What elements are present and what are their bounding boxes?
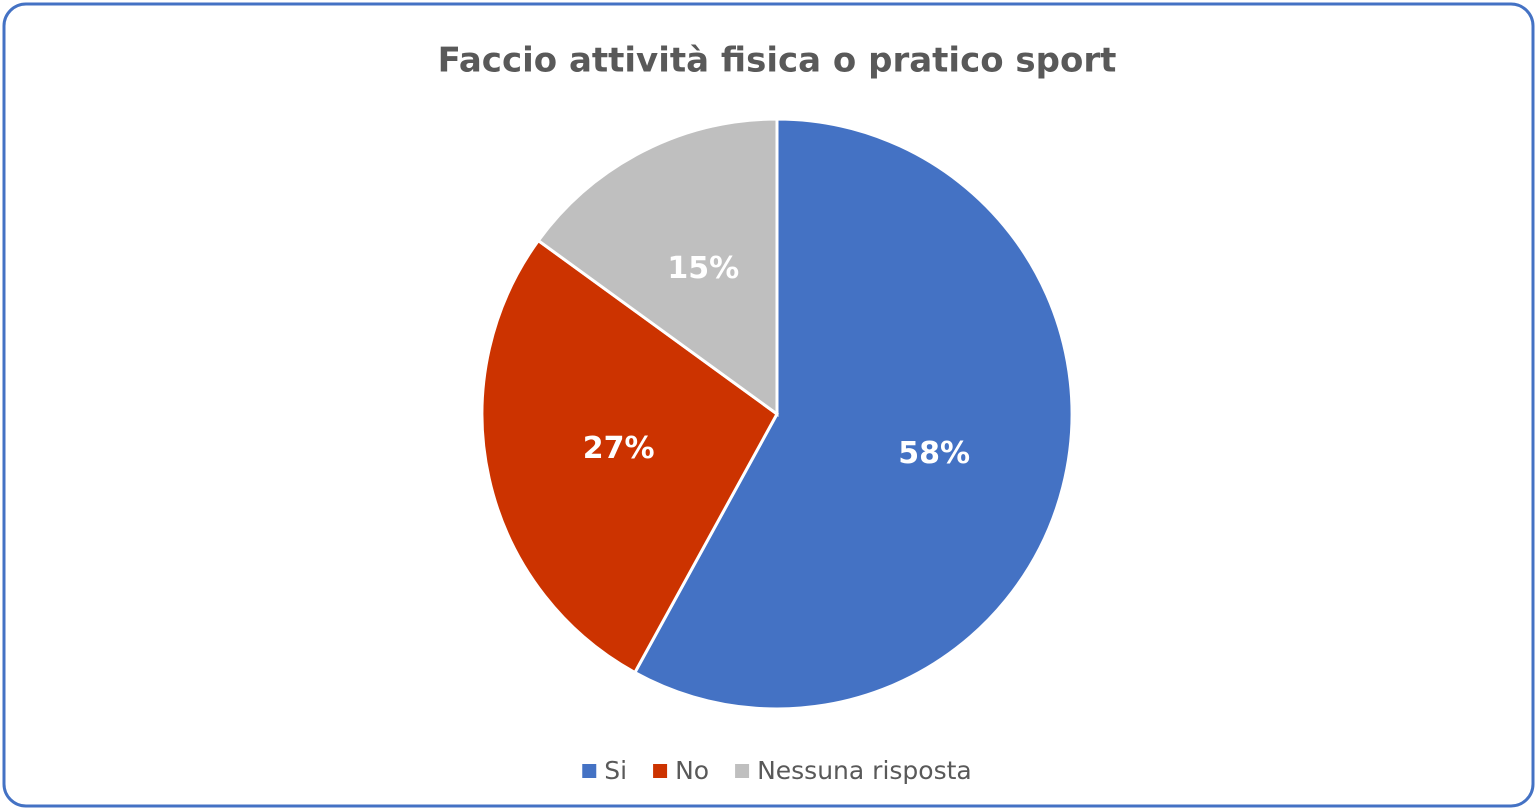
legend-swatch	[653, 764, 668, 778]
data-label: 58%	[898, 436, 970, 471]
pie-slice	[480, 238, 779, 675]
chart-title: Faccio attività fisica o pratico sport	[438, 41, 1117, 81]
legend-label: Nessuna risposta	[757, 756, 972, 785]
pie-slice	[536, 117, 779, 417]
legend-swatch	[735, 764, 750, 778]
data-label: 15%	[667, 251, 739, 286]
legend-swatch	[582, 764, 597, 778]
pie-slice	[632, 117, 1074, 711]
data-label: 27%	[583, 431, 655, 466]
legend-label: Si	[604, 756, 627, 785]
legend-label: No	[675, 756, 709, 785]
